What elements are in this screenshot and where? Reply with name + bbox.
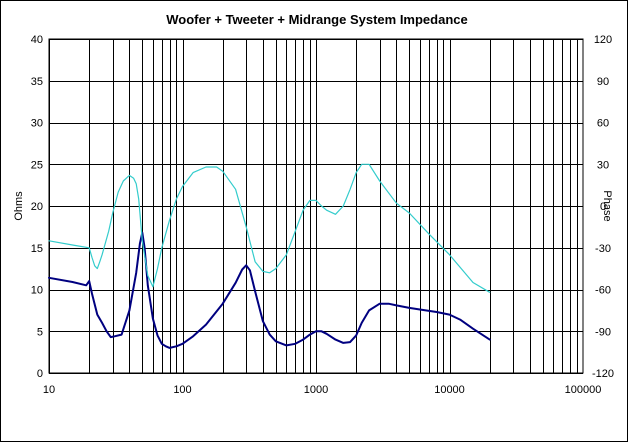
y-tick-label: 0: [37, 368, 43, 380]
x-tick-label: 100000: [565, 384, 602, 396]
impedance-line: [48, 231, 491, 349]
y-tick-label: 40: [31, 34, 43, 46]
y2-tick-label: 90: [597, 76, 609, 88]
y2-axis-label: Phase: [601, 190, 613, 221]
y-axis-label: Ohms: [13, 191, 25, 221]
y-tick-label: 15: [31, 243, 43, 255]
y2-tick-label: 0: [600, 201, 606, 213]
grid-lines: [49, 39, 583, 374]
x-tick-label: 100: [173, 384, 191, 396]
y2-tick-label: -60: [595, 285, 611, 297]
y-tick-label: 35: [31, 76, 43, 88]
y2-tick-label: -90: [595, 326, 611, 338]
plot-area: [48, 38, 584, 374]
y2-tick-label: 60: [597, 118, 609, 130]
y-tick-label: 25: [31, 159, 43, 171]
x-tick-label: 10: [43, 384, 55, 396]
y2-tick-label: -30: [595, 243, 611, 255]
y2-tick-label: -120: [592, 368, 614, 380]
y2-tick-label: 30: [597, 159, 609, 171]
y-tick-label: 10: [31, 285, 43, 297]
x-tick-label: 1000: [304, 384, 328, 396]
y-tick-label: 30: [31, 118, 43, 130]
y-tick-label: 20: [31, 201, 43, 213]
x-tick-label: 10000: [434, 384, 465, 396]
y2-tick-label: 120: [594, 34, 612, 46]
chart-title: Woofer + Tweeter + Midrange System Imped…: [166, 12, 468, 27]
phase-line: [48, 163, 491, 293]
y-tick-label: 5: [37, 326, 43, 338]
series-layer: [48, 163, 491, 349]
tick-labels: 0 5 10 15 20 25 30 35 40 -120 -90 -60 -30 0 30 60 90 120 1…: [31, 34, 614, 396]
